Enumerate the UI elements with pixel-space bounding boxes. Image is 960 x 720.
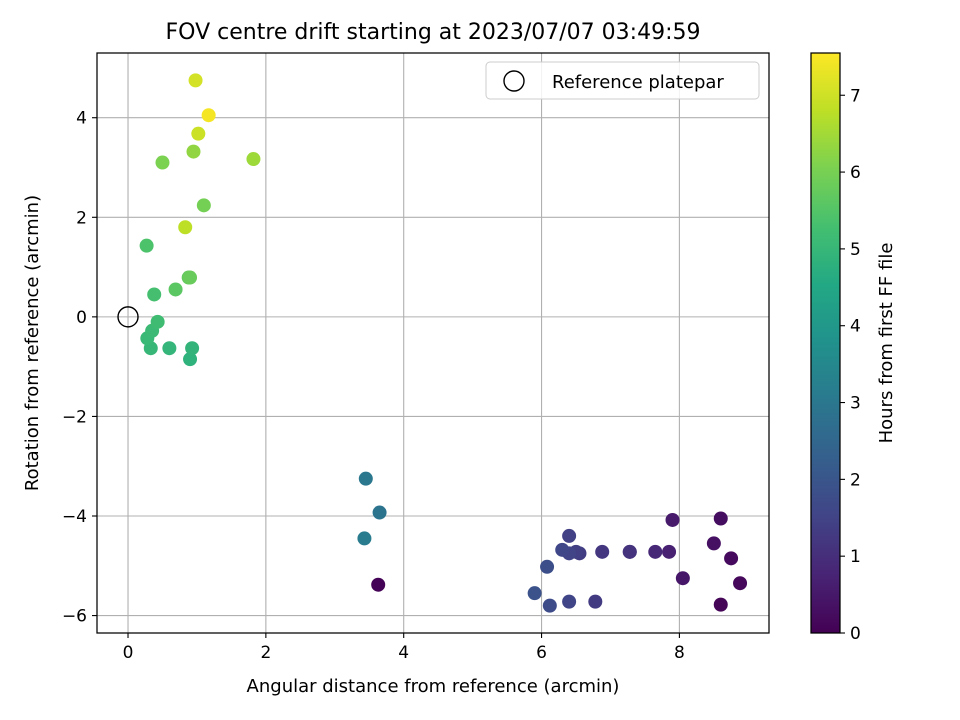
scatter-point: [527, 586, 542, 601]
scatter-point: [562, 594, 577, 609]
colorbar-tick-label: 2: [850, 470, 861, 490]
scatter-point: [713, 511, 728, 526]
reference-layer: [117, 306, 139, 328]
scatter-point: [562, 528, 577, 543]
colorbar-tick-label: 0: [850, 624, 861, 644]
scatter-point: [191, 126, 206, 141]
y-axis-label: Rotation from reference (arcmin): [22, 195, 43, 491]
scatter-point: [246, 152, 261, 167]
scatter-point: [540, 559, 555, 574]
colorbar-tick-label: 5: [850, 240, 861, 260]
scatter-point: [622, 544, 637, 559]
scatter-point: [733, 576, 748, 591]
scatter-point: [139, 238, 154, 253]
scatter-point: [665, 512, 680, 527]
scatter-point: [555, 542, 570, 557]
y-tick-label: −6: [62, 607, 87, 627]
scatter-point: [706, 536, 721, 551]
scatter-point: [155, 155, 170, 170]
scatter-point: [588, 594, 603, 609]
scatter-point: [371, 577, 386, 592]
y-axis: −6 −4 −2 0 2 4: [62, 109, 97, 627]
scatter-point: [168, 282, 183, 297]
colorbar-tick-label: 3: [850, 394, 861, 414]
scatter-point: [358, 471, 373, 486]
data-points: [139, 73, 748, 613]
legend-marker-open-circle: [503, 70, 525, 92]
colorbar-tick-label: 6: [850, 163, 861, 183]
colorbar: 0 1 2 3 4 5 6 7 Hours from first FF file: [810, 52, 897, 644]
colorbar-tick-label: 4: [850, 317, 861, 337]
scatter-point: [186, 144, 201, 159]
scatter-point: [183, 352, 198, 367]
scatter-point: [542, 598, 557, 613]
scatter-point: [595, 544, 610, 559]
scatter-point: [178, 220, 193, 235]
scatter-point: [185, 341, 200, 356]
x-axis-label: Angular distance from reference (arcmin): [247, 676, 620, 697]
y-tick-label: 0: [76, 308, 87, 328]
colorbar-tick-label: 7: [850, 86, 861, 106]
x-tick-label: 2: [260, 643, 271, 663]
y-tick-label: 2: [76, 208, 87, 228]
x-tick-label: 4: [398, 643, 409, 663]
plot-area-frame: [96, 52, 770, 634]
scatter-point: [162, 341, 177, 356]
scatter-point: [675, 571, 690, 586]
scatter-point: [662, 544, 677, 559]
scatter-point: [372, 505, 387, 520]
chart-title: FOV centre drift starting at 2023/07/07 …: [166, 20, 701, 45]
scatter-point: [147, 287, 162, 302]
scatter-point: [201, 108, 216, 123]
legend-box: [485, 61, 760, 100]
x-tick-label: 6: [536, 643, 547, 663]
reference-platepar-marker: [117, 306, 139, 328]
scatter-point: [648, 544, 663, 559]
colorbar-label: Hours from first FF file: [876, 243, 897, 444]
y-tick-label: −4: [62, 507, 87, 527]
legend: Reference platepar: [485, 61, 760, 100]
scatter-point: [713, 597, 728, 612]
x-tick-label: 8: [674, 643, 685, 663]
scatter-point: [357, 531, 372, 546]
colorbar-gradient: [810, 52, 841, 634]
y-tick-label: 4: [76, 109, 87, 129]
scatter-point: [188, 73, 203, 88]
x-tick-label: 0: [123, 643, 134, 663]
scatter-point: [196, 198, 211, 213]
x-axis: 0 2 4 6 8: [123, 633, 685, 663]
colorbar-ticks: 0 1 2 3 4 5 6 7: [840, 86, 861, 644]
legend-label-reference: Reference platepar: [552, 72, 724, 93]
colorbar-tick-label: 1: [850, 547, 861, 567]
y-tick-label: −2: [62, 407, 87, 427]
scatter-point: [724, 551, 739, 566]
scatter-point: [150, 314, 165, 329]
scatter-point: [183, 270, 198, 285]
